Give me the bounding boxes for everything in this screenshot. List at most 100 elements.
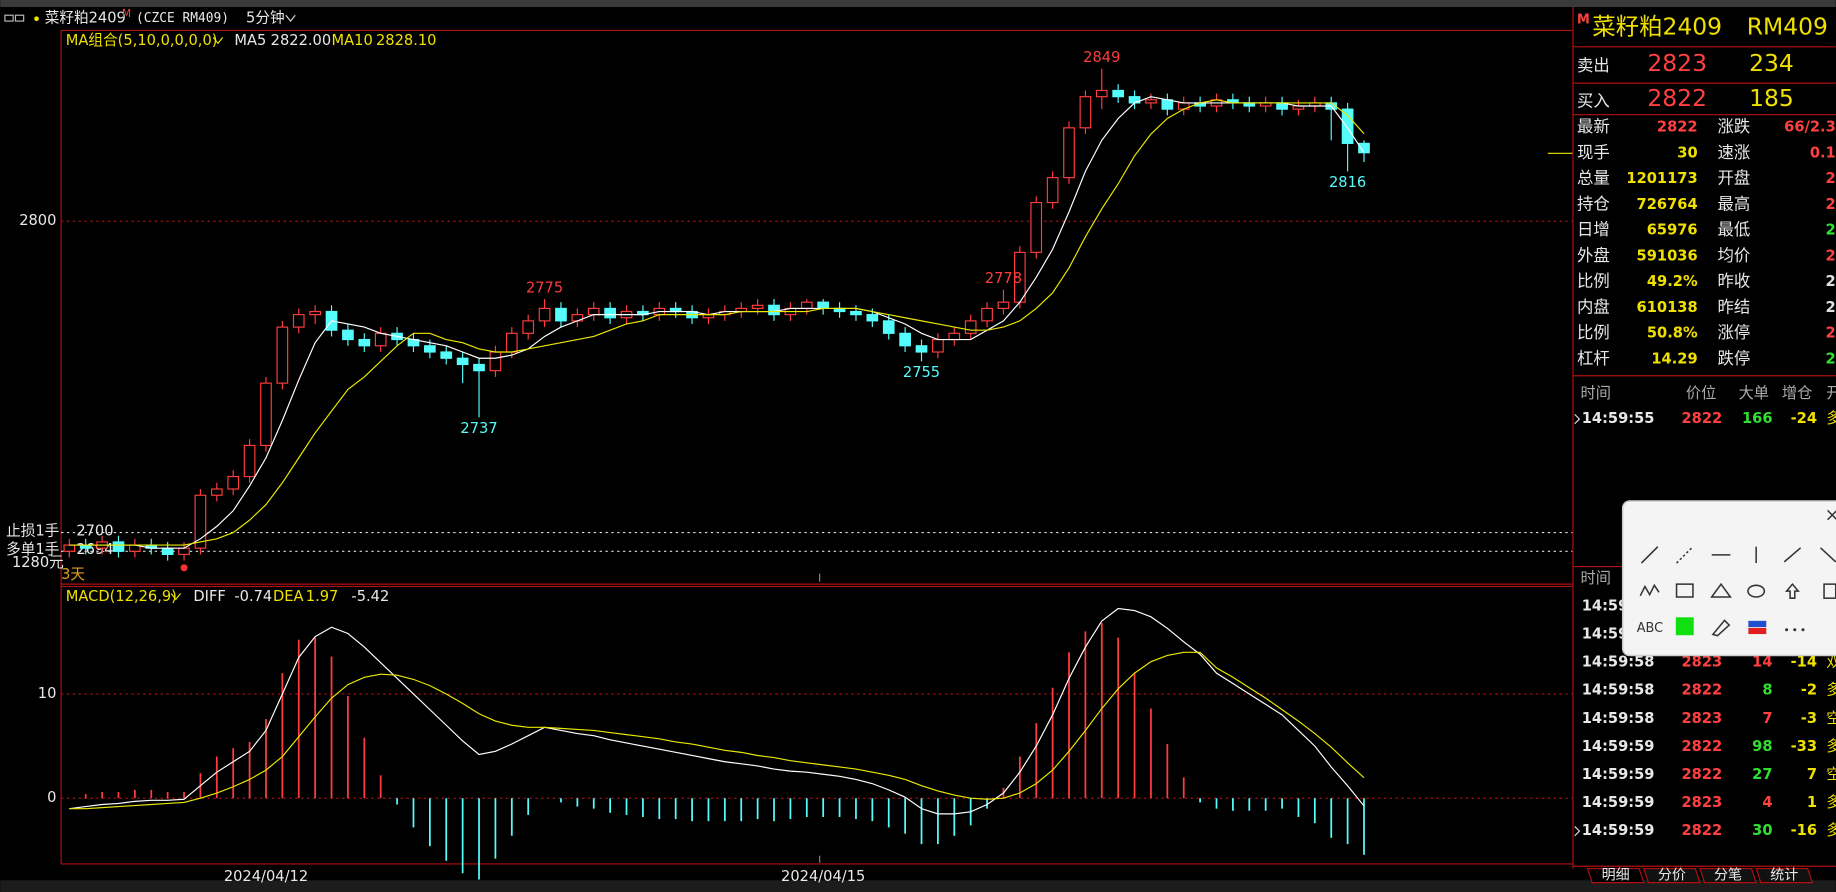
tool-text[interactable]: ABC	[1637, 621, 1663, 636]
frame	[60, 7, 1836, 869]
trade-time: 14:59:58	[1582, 682, 1655, 699]
trade-oi: -24	[1791, 410, 1817, 427]
field-label: 速涨	[1718, 143, 1751, 162]
trade-oi: -2	[1801, 682, 1817, 699]
tab[interactable]: 统计	[1770, 868, 1798, 884]
status-bar	[0, 880, 1836, 892]
tool-triangle[interactable]	[1710, 582, 1732, 598]
field-label: 最低	[1718, 220, 1751, 239]
field-label: 内盘	[1577, 297, 1610, 316]
tool-polyline[interactable]	[1639, 583, 1660, 597]
bid-volume: 185	[1749, 84, 1794, 112]
tool-flag[interactable]	[1748, 627, 1767, 635]
window-icon[interactable]	[4, 14, 14, 22]
candle-body	[932, 338, 944, 353]
ma-legend-title[interactable]: MA组合(5,10,0,0,0,0)	[66, 32, 218, 49]
candle-body	[276, 326, 289, 384]
field-value: 2	[1826, 196, 1836, 213]
tool-arrow[interactable]	[1820, 547, 1836, 563]
field-label: 最新	[1577, 117, 1610, 136]
row-cursor	[1574, 826, 1581, 837]
trade-price: 2822	[1681, 738, 1722, 755]
extreme-label: 2755	[903, 364, 940, 381]
candle-body	[292, 314, 305, 328]
tab-shape[interactable]	[1586, 868, 1645, 884]
bid-price: 2822	[1647, 84, 1707, 112]
order-price: 2700	[76, 522, 113, 539]
main-flag: M	[122, 8, 131, 20]
candle-body	[1095, 89, 1108, 98]
contract-code: (CZCE RM409)	[136, 11, 229, 26]
candle-body	[850, 310, 862, 316]
tab[interactable]: 明细	[1602, 868, 1630, 884]
window-icon[interactable]	[14, 14, 25, 22]
tool-rect[interactable]	[1675, 583, 1694, 598]
dropdown-arrow[interactable]	[212, 37, 224, 45]
tool-color[interactable]	[1675, 617, 1694, 636]
trade-oi: -3	[1801, 710, 1817, 727]
ask-price: 2823	[1647, 49, 1707, 77]
field-value: 65976	[1647, 222, 1698, 239]
trade-type: 多	[1826, 822, 1836, 839]
candle-body	[997, 301, 1010, 309]
tool-ellipse[interactable]	[1747, 584, 1766, 598]
trade-type: 空	[1826, 710, 1836, 727]
trade-type: 多	[1826, 738, 1836, 755]
trade-size: 27	[1752, 766, 1772, 783]
field-label: 均价	[1718, 246, 1751, 265]
row-cursor	[1574, 413, 1581, 425]
field-label: 涨跌	[1718, 117, 1751, 136]
field-value: 2	[1826, 350, 1836, 367]
field-label: 开盘	[1718, 169, 1751, 188]
trade-type: 多	[1826, 410, 1836, 427]
candle-body	[1079, 96, 1092, 129]
tab[interactable]: 分价	[1658, 868, 1686, 884]
field-value: 30	[1677, 144, 1697, 161]
trade-size: 7	[1762, 710, 1772, 727]
period-selector[interactable]: 5分钟	[246, 10, 285, 27]
candle-body	[473, 363, 485, 372]
legend-value: 2828.10	[376, 32, 436, 49]
dropdown-arrow[interactable]	[170, 593, 181, 601]
column-header: 大单	[1739, 384, 1769, 402]
tab-shape[interactable]	[1699, 868, 1757, 884]
status-dot	[34, 16, 39, 22]
order-label: 多单1手	[6, 541, 59, 558]
candle-body	[899, 332, 911, 347]
dropdown-arrow[interactable]	[285, 14, 296, 23]
field-label: 昨收	[1718, 272, 1751, 291]
close-button[interactable]	[1827, 510, 1836, 521]
more-dot[interactable]	[1801, 628, 1805, 632]
column-header: 开	[1826, 384, 1836, 402]
candle-body	[587, 307, 600, 316]
candle-body	[309, 310, 321, 316]
tool-eraser[interactable]	[1711, 619, 1731, 637]
tab-shape[interactable]	[1755, 868, 1814, 884]
tool-segment[interactable]	[1783, 547, 1802, 563]
quote-name: 菜籽粕2409	[1592, 13, 1722, 41]
candle-body	[1030, 201, 1043, 253]
legend-value: 2822.00	[271, 32, 331, 49]
field-value: 2	[1826, 273, 1836, 290]
field-label: 杠杆	[1577, 349, 1610, 368]
tab-shape[interactable]	[1642, 868, 1701, 884]
more-dot[interactable]	[1793, 628, 1797, 632]
tab[interactable]: 分笔	[1714, 868, 1742, 884]
y-tick-label: 0	[47, 789, 56, 806]
trade-type: 空	[1826, 766, 1836, 783]
macd-title[interactable]: MACD(12,26,9)	[66, 588, 177, 605]
toolbar-panel	[1621, 500, 1836, 657]
tool-line[interactable]	[1640, 546, 1659, 564]
candle-body	[210, 488, 223, 496]
trade-oi: 1	[1807, 794, 1817, 811]
trade-oi: -16	[1791, 822, 1817, 839]
main-flag: M	[1577, 12, 1590, 27]
trade-price: 2822	[1681, 682, 1722, 699]
extreme-label: 2778	[985, 270, 1022, 287]
more-dot[interactable]	[1785, 628, 1789, 632]
tool-up-arrow[interactable]	[1784, 582, 1800, 599]
tool-flag[interactable]	[1748, 620, 1767, 628]
tool-ray[interactable]	[1676, 546, 1694, 564]
candle-body	[505, 332, 518, 353]
